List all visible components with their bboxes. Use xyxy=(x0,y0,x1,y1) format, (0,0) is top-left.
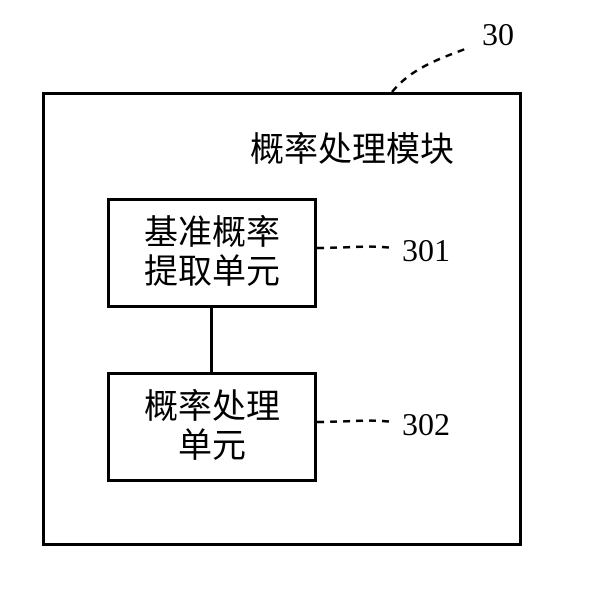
leader-line-302 xyxy=(0,0,606,600)
diagram-canvas: 概率处理模块 基准概率 提取单元 概率处理 单元 30 301 302 xyxy=(0,0,606,600)
ref-label-302: 302 xyxy=(402,406,450,443)
ref-label-301: 301 xyxy=(402,232,450,269)
ref-label-30: 30 xyxy=(482,16,514,53)
